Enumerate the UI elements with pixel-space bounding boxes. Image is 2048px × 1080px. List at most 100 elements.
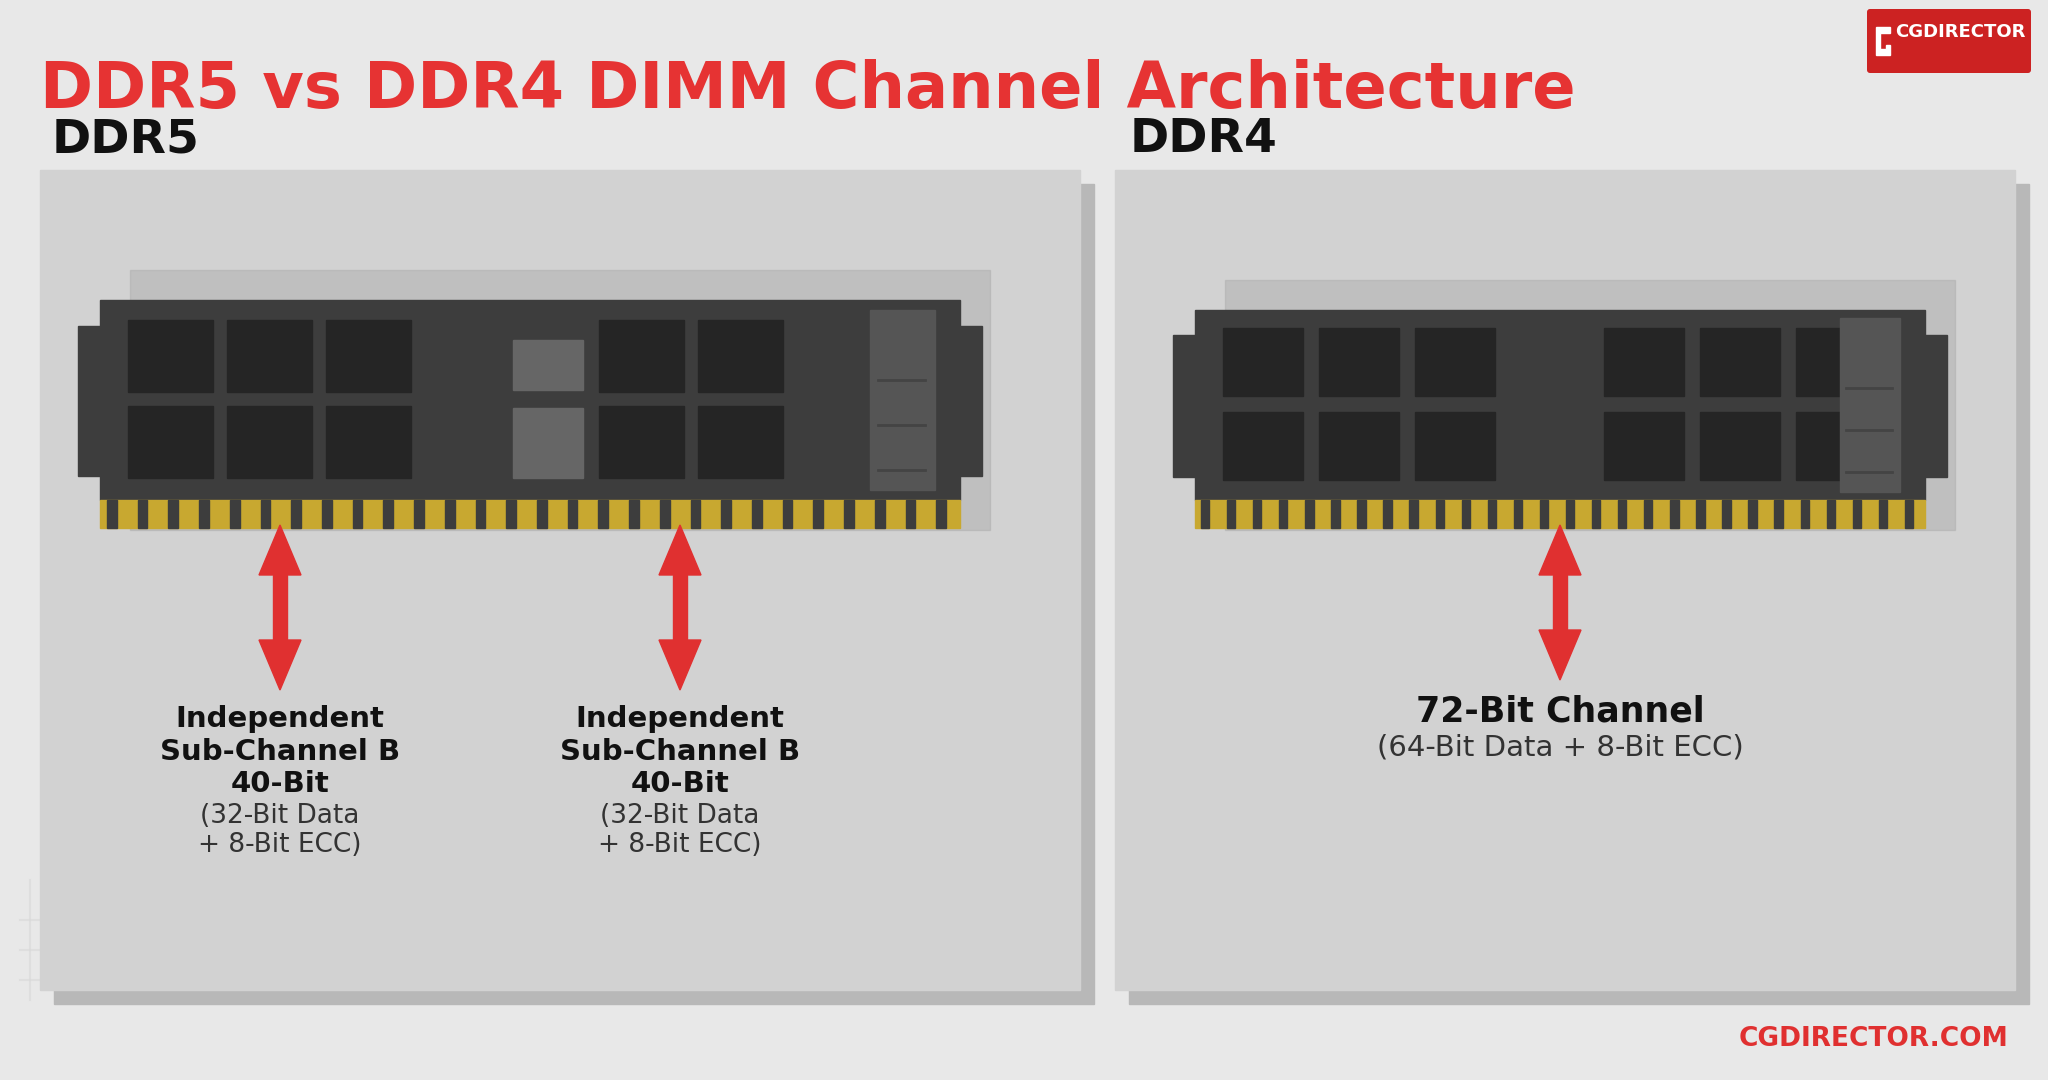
Bar [1696,500,1704,528]
Bar [78,326,100,476]
Bar [1305,500,1313,528]
Polygon shape [659,525,700,575]
Text: CGDIRECTOR: CGDIRECTOR [1894,23,2025,41]
Bar [1194,310,1925,500]
Bar [100,500,961,528]
Bar [936,500,946,528]
Bar [961,326,981,476]
Bar [1722,500,1731,528]
Text: + 8-Bit ECC): + 8-Bit ECC) [598,832,762,859]
Bar [352,500,362,528]
Text: 72-Bit Channel: 72-Bit Channel [1415,696,1704,729]
Text: CGDIRECTOR.COM: CGDIRECTOR.COM [1739,1026,2007,1052]
Bar [41,170,1079,990]
Bar [1227,500,1235,528]
Text: (32-Bit Data: (32-Bit Data [201,802,360,828]
FancyBboxPatch shape [1868,9,2032,73]
Bar [1839,318,1901,492]
Polygon shape [129,270,989,530]
Polygon shape [258,640,301,690]
Bar [567,500,578,528]
Bar [100,300,961,500]
Bar [199,500,209,528]
Bar [322,500,332,528]
Bar [1700,328,1780,396]
Polygon shape [1538,630,1581,680]
Bar [874,500,885,528]
Bar [1671,500,1679,528]
Text: 40-Bit: 40-Bit [631,770,729,798]
Bar [1878,500,1886,528]
Bar [127,406,213,478]
Bar [690,500,700,528]
Bar [870,310,936,490]
Bar [598,500,608,528]
Bar [598,406,684,478]
Bar [1194,500,1925,528]
Bar [227,320,311,392]
Text: (32-Bit Data: (32-Bit Data [600,802,760,828]
Bar [1800,500,1808,528]
Text: DDR4: DDR4 [1130,118,1278,162]
Bar [53,184,1094,1004]
Bar [1253,500,1262,528]
Bar [1223,328,1303,396]
Bar [1280,500,1288,528]
Bar [698,320,782,392]
Bar [674,575,686,640]
Text: Independent: Independent [575,705,784,733]
Bar [782,500,793,528]
Bar [106,500,117,528]
Bar [752,500,762,528]
Bar [506,500,516,528]
Text: Independent: Independent [176,705,385,733]
Bar [1331,500,1339,528]
Bar [1925,335,1948,477]
Bar [1604,411,1683,480]
Bar [1436,500,1444,528]
Bar [1415,328,1495,396]
Bar [1645,500,1653,528]
Bar [1796,328,1876,396]
Bar [659,500,670,528]
Bar [1128,184,2030,1004]
Bar [1540,500,1548,528]
Polygon shape [1876,27,1890,55]
Bar [1700,411,1780,480]
Text: Sub-Channel B: Sub-Channel B [160,738,399,766]
Bar [383,500,393,528]
Bar [168,500,178,528]
Bar [1591,500,1599,528]
Text: Sub-Channel B: Sub-Channel B [559,738,801,766]
Bar [1513,500,1522,528]
Bar [127,320,213,392]
Bar [1604,328,1683,396]
Bar [1853,500,1862,528]
Bar [1567,500,1575,528]
Bar [414,500,424,528]
Bar [1618,500,1626,528]
Polygon shape [258,525,301,575]
Text: (64-Bit Data + 8-Bit ECC): (64-Bit Data + 8-Bit ECC) [1376,733,1743,761]
Bar [1114,170,2015,990]
Bar [813,500,823,528]
Bar [444,500,455,528]
Text: DDR5: DDR5 [51,118,201,162]
Bar [1409,500,1417,528]
Bar [475,500,485,528]
Bar [1487,500,1495,528]
Bar [326,406,412,478]
Bar [629,500,639,528]
Bar [1462,500,1470,528]
Bar [512,408,584,478]
Text: 40-Bit: 40-Bit [231,770,330,798]
Bar [272,575,287,640]
Bar [1774,500,1784,528]
Bar [1827,500,1835,528]
Bar [598,320,684,392]
Bar [698,406,782,478]
Bar [291,500,301,528]
Polygon shape [1538,525,1581,575]
Bar [229,500,240,528]
Bar [537,500,547,528]
